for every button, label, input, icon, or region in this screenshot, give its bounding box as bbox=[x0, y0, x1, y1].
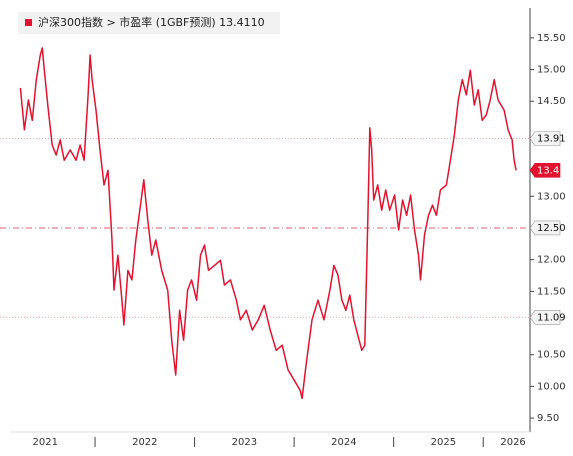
x-tick-label: 2026 bbox=[500, 437, 525, 448]
reference-label-box bbox=[529, 220, 561, 236]
y-tick-label: 9.50 bbox=[537, 413, 559, 424]
y-tick-label: 12.00 bbox=[537, 255, 566, 266]
legend-box bbox=[18, 12, 280, 34]
legend-swatch bbox=[25, 19, 32, 26]
y-tick-label: 13.00 bbox=[537, 191, 566, 202]
reference-label: 11.09 bbox=[537, 312, 566, 323]
y-tick-label: 14.50 bbox=[537, 96, 566, 107]
y-tick-label: 10.50 bbox=[537, 350, 566, 361]
reference-label: 13.41 bbox=[537, 165, 566, 176]
legend-label: 沪深300指数 > 市盈率 (1GBF预测) 13.4110 bbox=[38, 15, 265, 29]
series-line bbox=[19, 47, 517, 400]
y-tick-label: 15.00 bbox=[537, 65, 566, 76]
x-tick-label: 2025 bbox=[431, 437, 456, 448]
reference-label-box bbox=[529, 131, 561, 146]
x-tick-label: 2022 bbox=[132, 437, 157, 448]
reference-label-box bbox=[529, 310, 561, 325]
reference-label: 13.91 bbox=[537, 134, 566, 145]
y-tick-label: 10.00 bbox=[537, 381, 566, 392]
y-tick-label: 11.50 bbox=[537, 286, 566, 297]
x-tick-label: 2024 bbox=[331, 437, 356, 448]
y-tick-label: 15.50 bbox=[537, 33, 566, 44]
x-tick-label: 2023 bbox=[232, 437, 257, 448]
reference-label: 12.50 bbox=[537, 223, 566, 234]
reference-label-box bbox=[529, 163, 561, 178]
x-tick-label: 2021 bbox=[33, 437, 58, 448]
